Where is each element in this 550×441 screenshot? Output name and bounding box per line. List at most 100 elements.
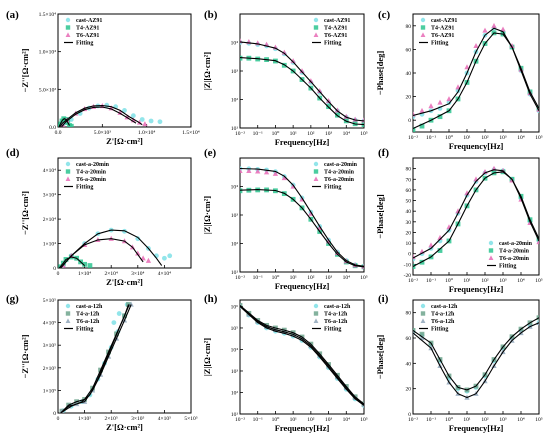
data-point-circle bbox=[116, 311, 122, 316]
y-axis-title: −Phase[deg] bbox=[375, 194, 385, 239]
x-tick-label: 4×10⁵ bbox=[158, 416, 171, 422]
legend-label: Fitting bbox=[324, 41, 341, 47]
y-tick-label: 4×10⁴ bbox=[43, 168, 56, 174]
chart-panel-c: 10⁻² 10⁻¹ 10⁰ 10¹ 10² 10³ 10⁴ 10⁵ 0 20 40 60 80 Frequ… bbox=[375, 9, 543, 151]
data-point-circle bbox=[135, 236, 141, 242]
fitting-line bbox=[413, 317, 539, 391]
fitting-line bbox=[240, 305, 364, 406]
legend-label: Fitting bbox=[324, 327, 341, 333]
fitting-line bbox=[240, 41, 364, 122]
legend-marker bbox=[65, 17, 71, 23]
x-tick-label: 10⁴ bbox=[517, 278, 525, 284]
y-tick-label: 60 bbox=[406, 336, 412, 342]
data-point-circle bbox=[162, 255, 167, 261]
x-tick-label: 4×10⁴ bbox=[158, 271, 171, 277]
x-tick-label: 10² bbox=[481, 417, 489, 423]
fitting-line bbox=[60, 304, 132, 413]
y-tick-label: 60 bbox=[406, 47, 412, 53]
data-point-triangle bbox=[290, 58, 296, 64]
legend-label: cast-a-20min bbox=[76, 162, 110, 168]
legend-marker bbox=[420, 17, 426, 23]
legend-label: Fitting bbox=[431, 327, 448, 333]
panel-label: (c) bbox=[378, 9, 391, 21]
data-point-triangle bbox=[140, 255, 146, 261]
x-tick-label: 10⁰ bbox=[445, 277, 454, 284]
y-tick-label: 40 bbox=[406, 71, 412, 77]
legend-label: T6-a-20min bbox=[76, 177, 107, 183]
legend-marker bbox=[420, 318, 426, 323]
fitting-line bbox=[60, 304, 130, 413]
x-tick-label: 10⁻² bbox=[408, 417, 418, 423]
x-tick-label: 10⁻² bbox=[408, 278, 418, 284]
x-tick-label: 0 bbox=[57, 271, 60, 277]
legend-label: T4-a-20min bbox=[499, 249, 530, 255]
x-tick-label: 10⁵ bbox=[535, 417, 543, 423]
x-tick-label: 10⁰ bbox=[272, 274, 281, 281]
legend-marker bbox=[313, 318, 319, 323]
x-axis-title: Frequency[Hz] bbox=[449, 423, 504, 433]
x-tick-label: 10⁻¹ bbox=[253, 275, 263, 281]
data-point-triangle bbox=[473, 42, 479, 49]
x-tick-label: 10⁰ bbox=[445, 134, 454, 141]
legend-marker bbox=[65, 25, 71, 30]
legend-marker bbox=[488, 255, 494, 260]
x-tick-label: 10⁻² bbox=[235, 275, 245, 281]
panel-label: (g) bbox=[6, 293, 19, 305]
data-point-triangle bbox=[464, 64, 470, 70]
data-point-triangle bbox=[142, 121, 148, 127]
y-tick-label: 10⁶ bbox=[231, 304, 239, 310]
legend-label: cast-a-12h bbox=[324, 304, 351, 310]
y-tick-label: 0 bbox=[408, 118, 411, 124]
x-tick-label: 3×10⁵ bbox=[131, 416, 144, 422]
fitting-line bbox=[58, 256, 85, 268]
plot-frame bbox=[57, 299, 192, 414]
legend-marker bbox=[65, 176, 71, 181]
data-point-square bbox=[240, 302, 243, 308]
y-tick-label: 10³ bbox=[231, 69, 239, 75]
legend-marker bbox=[65, 169, 71, 174]
fitting-line bbox=[413, 171, 539, 267]
x-tick-label: 10² bbox=[307, 131, 315, 137]
fitting-line bbox=[413, 169, 539, 259]
y-tick-label: 0 bbox=[408, 412, 411, 418]
data-point-triangle bbox=[317, 88, 323, 94]
x-tick-label: 10⁵ bbox=[360, 131, 368, 137]
y-tick-label: 1.0×10⁴ bbox=[39, 50, 56, 56]
y-tick-label: 2×10⁵ bbox=[43, 366, 56, 372]
y-axis-title: −Z''[Ω·cm²] bbox=[20, 191, 30, 235]
panel-label: (e) bbox=[204, 147, 217, 159]
x-tick-label: 2×10⁴ bbox=[105, 271, 118, 277]
y-tick-label: 0.0 bbox=[49, 125, 56, 131]
data-point-square bbox=[87, 263, 93, 268]
legend-label: cast-AZ91 bbox=[76, 18, 102, 24]
data-point-triangle bbox=[428, 103, 434, 109]
x-tick-label: 10⁵ bbox=[360, 417, 368, 423]
data-point-triangle bbox=[500, 26, 506, 32]
y-tick-label: 20 bbox=[406, 230, 412, 236]
x-tick-label: 10² bbox=[307, 275, 315, 281]
x-tick-label: 10³ bbox=[325, 275, 333, 281]
data-point-triangle bbox=[299, 68, 305, 74]
x-tick-label: 3×10⁴ bbox=[131, 271, 144, 277]
panel-label: (h) bbox=[204, 293, 218, 305]
x-tick-label: 5.0×10³ bbox=[94, 130, 111, 136]
legend-label: T6-AZ91 bbox=[431, 33, 454, 39]
y-tick-label: -10 bbox=[404, 262, 412, 268]
y-tick-label: 5×10⁵ bbox=[43, 298, 56, 304]
data-point-circle bbox=[157, 119, 163, 125]
data-point-circle bbox=[148, 118, 154, 124]
data-point-triangle bbox=[246, 167, 252, 173]
y-tick-label: 10³ bbox=[231, 213, 239, 219]
data-point-triangle bbox=[281, 49, 287, 55]
x-axis-title: Frequency[Hz] bbox=[275, 423, 330, 433]
chart-panel-e: 10⁻² 10⁻¹ 10⁰ 10¹ 10² 10³ 10⁴ 10⁵ 10¹ 10² 10³ 10⁴ Fr… bbox=[202, 147, 368, 291]
data-point-square bbox=[413, 328, 416, 333]
legend-label: cast-AZ91 bbox=[324, 18, 350, 24]
y-tick-label: -20 bbox=[404, 273, 412, 279]
y-tick-label: 40 bbox=[406, 361, 412, 367]
x-tick-label: 10¹ bbox=[290, 275, 298, 281]
x-axis-title: Frequency[Hz] bbox=[449, 284, 504, 294]
legend-marker bbox=[420, 303, 426, 309]
